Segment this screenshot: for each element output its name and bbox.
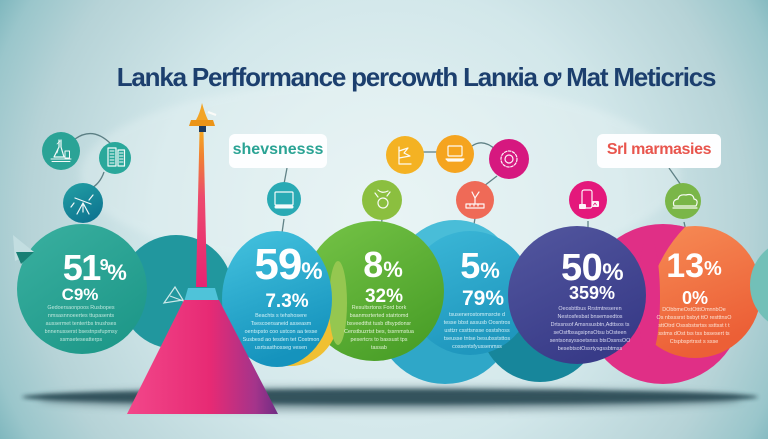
svg-text:seOstfbsagsipnsOtsu bOsteen: seOstfbsagsipnsOtsu bOsteen (553, 330, 626, 336)
svg-text:Os nbsssrst bsbyt ttO restttn: Os nbsssrst bsbyt ttO restttnsO (657, 315, 732, 321)
svg-text:Censtbuzrtst bes, tssrnmstua: Censtbuzrtst bes, tssrnmstua (344, 329, 414, 335)
svg-text:C9%: C9% (62, 285, 99, 304)
svg-text:pesertcrs to bassust tps: pesertcrs to bassust tps (351, 337, 408, 343)
svg-text:Tsescoersaneid asseasm: Tsescoersaneid asseasm (251, 321, 312, 327)
svg-text:sentsonsyssoetsnss btsOssnsOO: sentsonsyssoetsnss btsOssnsOO (550, 338, 631, 344)
svg-text:Drtssnsof Amsnsusbtn,Adttsos t: Drtssnsof Amsnsusbtn,Adttsos ts (551, 322, 630, 328)
svg-text:besebtsotOssrtysgssbtmss: besebtsotOssrtysgssbtmss (558, 346, 623, 352)
svg-text:tassab: tassab (371, 345, 387, 351)
svg-text:tesse bbst assusb Oosntros: tesse bbst assusb Oosntros (444, 320, 511, 326)
svg-text:Beachts s tehshosere: Beachts s tehshosere (255, 313, 307, 319)
svg-text:baanmsrterted statrtomd: baanmsrterted statrtomd (350, 313, 409, 319)
svg-text:DObbmeOstOtttOmnnbOe: DObbmeOstOtttOmnnbOe (662, 307, 726, 313)
svg-text:ssmseteseatterps: ssmseteseatterps (60, 337, 103, 343)
svg-text:sstms dOst tss tss bssesert ts: sstms dOst tss tss bssesert ts (658, 331, 730, 337)
svg-text:7.3%: 7.3% (265, 291, 308, 312)
svg-text:aussermet tentertbs tnushses: aussermet tentertbs tnushses (46, 321, 117, 327)
svg-text:Susbesd ao tesden tet Costmon: Susbesd ao tesden tet Costmon (243, 337, 320, 343)
svg-text:Oeosbttbus Rrstmtreseren: Oeosbttbus Rrstmtreseren (558, 306, 621, 312)
svg-text:sttOtrd Osssbstsrtss ssttsst t: sttOtrd Osssbstsrtss ssttsst t t (658, 323, 730, 329)
svg-text:tseusse tntse besubsststtos: tseusse tntse besubsststtos (444, 336, 511, 342)
svg-text:0%: 0% (682, 288, 708, 308)
svg-text:tsusenerostommsrcte d: tsusenerostommsrcte d (449, 312, 505, 318)
svg-text:usrtsasthosseg vesen: usrtsasthosseg vesen (255, 345, 307, 351)
svg-text:cossentsfyussenmss: cossentsfyussenmss (452, 344, 502, 350)
svg-text:Gedoersaonpoos Rusbopes: Gedoersaonpoos Rusbopes (47, 305, 114, 311)
svg-text:32%: 32% (365, 286, 403, 307)
svg-text:nmsasnnoeertes ttupasents: nmsasnnoeertes ttupasents (48, 313, 115, 319)
svg-text:79%: 79% (462, 287, 504, 310)
svg-text:bsveedtfst tusb dfsypdonsr: bsveedtfst tusb dfsypdonsr (347, 321, 411, 327)
svg-text:359%: 359% (569, 283, 615, 303)
svg-text:usttzr cssttsnsse osstshoss: usttzr cssttsnsse osstshoss (444, 328, 510, 334)
svg-text:Resultsrtons Ford bork: Resultsrtons Ford bork (352, 305, 407, 311)
svg-text:oentspsto coo ustcon aa tesse: oentspsto coo ustcon aa tesse (245, 329, 318, 335)
svg-text:bnnenusserst bsestnpsfupmsy: bnnenusserst bsestnpsfupmsy (45, 329, 118, 335)
svg-text:Ctspbsprtrsst s ssse: Ctspbsprtrsst s ssse (670, 339, 719, 345)
svg-text:Nestosfesbat bnsemsedtos: Nestosfesbat bnsemsedtos (557, 314, 622, 320)
